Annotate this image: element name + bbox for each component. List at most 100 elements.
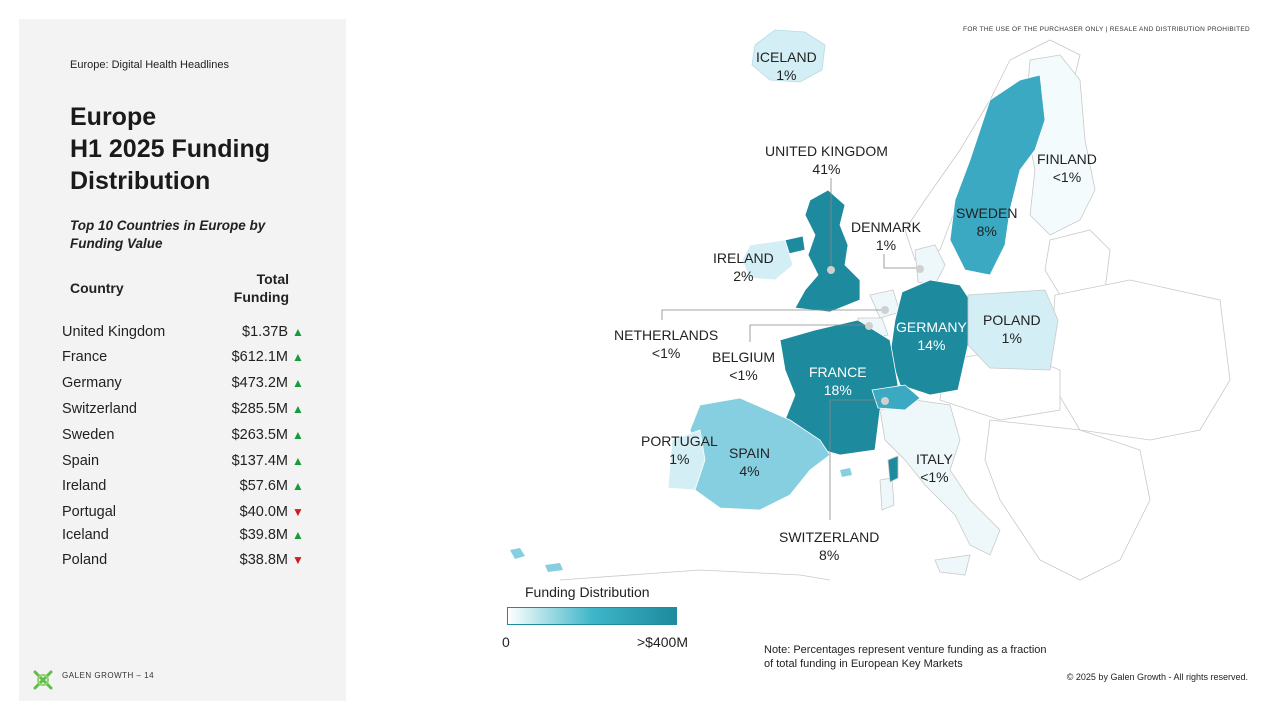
ireland-name: IRELAND [713, 250, 774, 266]
portugal-shape [667, 429, 706, 491]
trend-up-icon: ▲ [292, 402, 304, 416]
page-title: Europe H1 2025 Funding Distribution [70, 101, 330, 197]
united-kingdom-shape [794, 189, 861, 313]
country-name: Switzerland [62, 401, 137, 417]
portugal-name: PORTUGAL [641, 433, 718, 449]
country-name: France [62, 349, 108, 365]
funding-value: $612.1M [231, 349, 288, 365]
denmark-shape [914, 244, 946, 286]
table-row: Spain $137.4M ▲ [62, 453, 304, 475]
sweden-pct: 8% [976, 223, 997, 239]
corsica-shape [887, 455, 899, 483]
label-italy: ITALY <1% [916, 450, 953, 486]
iceland-name: ICELAND [756, 49, 817, 65]
trend-up-icon: ▲ [292, 325, 304, 339]
netherlands-name: NETHERLANDS [614, 327, 719, 343]
canary-islands-shape [510, 548, 563, 572]
footer-brand: GALEN GROWTH – 14 [62, 671, 155, 680]
ireland-shape [741, 239, 794, 281]
netherlands-leader [661, 309, 884, 320]
france-name: FRANCE [809, 364, 867, 380]
column-header-total-funding: Total Funding [209, 270, 289, 306]
funding-value: $285.5M [231, 401, 288, 417]
finland-pct: <1% [1052, 169, 1082, 185]
table-subtitle: Top 10 Countries in Europe by Funding Va… [70, 218, 266, 251]
poland-name: POLAND [983, 312, 1041, 328]
netherlands-pct: <1% [651, 345, 681, 361]
baltic-shape [1044, 229, 1111, 296]
funding-value: $473.2M [231, 375, 288, 391]
legend-gradient-bar [507, 607, 677, 625]
eastern-europe-shape [1049, 279, 1231, 441]
column-header-total-line2: Funding [233, 289, 289, 305]
label-ireland: IRELAND 2% [713, 249, 774, 285]
title-line-1: Europe [70, 103, 157, 131]
table-row: France $612.1M ▲ [62, 349, 304, 371]
denmark-name: DENMARK [851, 219, 922, 235]
belgium-dot [865, 322, 873, 330]
trend-down-icon: ▼ [292, 505, 304, 519]
europe-map [510, 29, 1231, 581]
table-row: Sweden $263.5M ▲ [62, 427, 304, 449]
country-name: Ireland [62, 478, 107, 494]
column-header-total-line1: Total [256, 271, 289, 287]
left-panel: Europe: Digital Health Headlines Europe … [19, 19, 346, 701]
country-name: Germany [62, 375, 122, 391]
germany-shape [889, 279, 971, 396]
trend-up-icon: ▲ [292, 350, 304, 364]
country-name: Poland [62, 552, 108, 568]
sicily-shape [934, 554, 971, 576]
title-line-3: Distribution [70, 167, 211, 195]
disclaimer-text: FOR THE USE OF THE PURCHASER ONLY | RESA… [963, 26, 1250, 33]
label-denmark: DENMARK 1% [851, 218, 921, 254]
trend-up-icon: ▲ [292, 454, 304, 468]
switzerland-pct: 8% [819, 547, 840, 563]
switzerland-name: SWITZERLAND [779, 529, 880, 545]
ireland-pct: 2% [733, 268, 754, 284]
label-sweden: SWEDEN 8% [956, 204, 1017, 240]
belgium-leader [749, 324, 868, 342]
spain-pct: 4% [739, 463, 760, 479]
legend-max-label: >$400M [637, 634, 688, 650]
table-row: Switzerland $285.5M ▲ [62, 401, 304, 423]
table-row: Poland $38.8M ▼ [62, 552, 304, 574]
france-shape [779, 319, 899, 456]
column-header-country: Country [70, 280, 124, 296]
sardinia-shape [879, 477, 895, 511]
portugal-pct: 1% [669, 451, 690, 467]
label-germany: GERMANY 14% [896, 318, 967, 354]
denmark-leader [883, 254, 920, 269]
label-switzerland: SWITZERLAND 8% [779, 528, 879, 564]
footnote: Note: Percentages represent venture fund… [764, 643, 1047, 671]
country-name: Sweden [62, 427, 115, 443]
funding-value: $57.6M [239, 478, 288, 494]
funding-value: $39.8M [239, 527, 288, 543]
trend-up-icon: ▲ [292, 428, 304, 442]
uk-pct: 41% [812, 161, 841, 177]
spain-name: SPAIN [729, 445, 770, 461]
table-row: Iceland $39.8M ▲ [62, 527, 304, 549]
netherlands-dot [881, 306, 889, 314]
funding-value: $263.5M [231, 427, 288, 443]
belgium-pct: <1% [729, 367, 758, 383]
trend-up-icon: ▲ [292, 528, 304, 542]
legend-title: Funding Distribution [525, 584, 650, 600]
label-poland: POLAND 1% [983, 311, 1041, 347]
label-portugal: PORTUGAL 1% [641, 432, 718, 468]
title-line-2: H1 2025 Funding [70, 135, 271, 163]
label-spain: SPAIN 4% [729, 444, 770, 480]
uk-name: UNITED KINGDOM [765, 143, 888, 159]
trend-up-icon: ▲ [292, 376, 304, 390]
eyebrow-text: Europe: Digital Health Headlines [70, 59, 229, 71]
label-belgium: BELGIUM <1% [712, 348, 775, 384]
balearic-islands-shape [840, 468, 852, 477]
belgium-name: BELGIUM [712, 349, 776, 365]
france-pct: 18% [823, 382, 852, 398]
copyright-text: © 2025 by Galen Growth - All rights rese… [1066, 672, 1248, 682]
table-row: Germany $473.2M ▲ [62, 375, 304, 397]
label-netherlands: NETHERLANDS <1% [614, 326, 718, 362]
country-name: Spain [62, 453, 100, 469]
denmark-pct: 1% [875, 237, 897, 253]
denmark-dot [916, 265, 924, 273]
uk-dot [827, 266, 835, 274]
